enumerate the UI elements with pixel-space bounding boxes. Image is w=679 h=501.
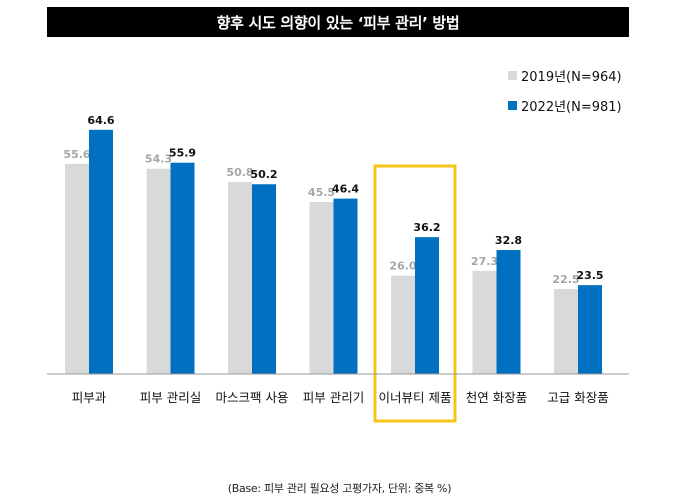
bar-2022 (333, 198, 358, 374)
legend: 2019년(N=964) 2022년(N=981) (508, 60, 622, 120)
data-label-2019: 50.8 (226, 166, 253, 179)
bar-2022 (415, 237, 439, 374)
legend-item-2022: 2022년(N=981) (508, 90, 622, 120)
data-label-2019: 54.3 (145, 153, 172, 166)
legend-label-2019: 2019년(N=964) (521, 69, 622, 85)
bar-2019 (309, 202, 334, 374)
category-label: 이너뷰티 제품 (379, 390, 452, 405)
chart-title: 향후 시도 의향이 있는 ‘피부 관리’ 방법 (47, 7, 629, 37)
category-label: 고급 화장품 (547, 390, 608, 405)
data-label-2019: 22.5 (552, 273, 579, 286)
category-label: 피부 관리실 (140, 390, 201, 405)
legend-swatch-2022 (508, 100, 517, 110)
bar-2019 (554, 288, 578, 374)
data-label-2022: 46.4 (332, 183, 359, 196)
bar-2022 (496, 250, 521, 374)
data-label-2022: 50.2 (250, 168, 277, 181)
data-label-2022: 23.5 (576, 269, 603, 282)
legend-label-2022: 2022년(N=981) (521, 99, 622, 115)
bar-2019 (472, 270, 497, 374)
data-label-2019: 55.6 (63, 148, 90, 161)
footnote: (Base: 피부 관리 필요성 고평가자, 단위: 중복 %) (227, 482, 452, 495)
bar-2022 (170, 162, 195, 374)
bar-2022 (89, 129, 113, 374)
highlight-box (373, 164, 457, 423)
bar-2022 (252, 184, 276, 374)
legend-swatch-2019 (508, 70, 517, 80)
category-label: 피부 관리기 (303, 390, 364, 405)
data-label-2022: 64.6 (87, 114, 114, 127)
data-label-2022: 36.2 (413, 221, 440, 234)
legend-item-2019: 2019년(N=964) (508, 60, 622, 90)
data-label-2019: 45.5 (308, 186, 335, 199)
data-label-2022: 32.8 (495, 234, 522, 247)
bar-2019 (391, 275, 415, 374)
data-label-2019: 27.3 (471, 255, 498, 268)
bar-2022 (578, 285, 602, 374)
category-label: 마스크팩 사용 (216, 390, 289, 405)
data-label-2019: 26.0 (389, 260, 416, 273)
category-label: 천연 화장품 (466, 390, 527, 405)
bar-2019 (228, 181, 252, 374)
bar-2019 (146, 168, 171, 374)
bar-2019 (65, 163, 89, 374)
data-label-2022: 55.9 (169, 147, 196, 160)
category-label: 피부과 (72, 390, 107, 405)
